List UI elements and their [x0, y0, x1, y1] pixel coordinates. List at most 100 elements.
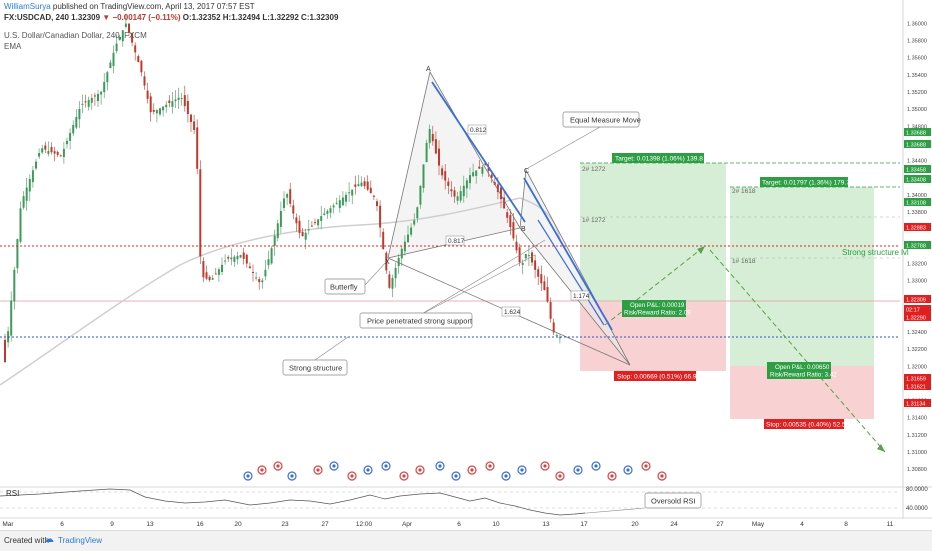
callout-butterfly-box[interactable]: [324, 278, 366, 295]
author-link[interactable]: WilliamSurya: [4, 2, 51, 11]
event-flag-dot: [543, 464, 547, 468]
y-tick-label: 1.33800: [907, 210, 927, 216]
candle-body: [165, 104, 168, 108]
event-flag-dot: [610, 474, 614, 478]
candle-body: [487, 167, 490, 171]
x-tick-label: 4: [800, 521, 804, 528]
candle-body: [224, 260, 227, 262]
candle-body: [363, 181, 366, 187]
candle-body: [465, 180, 468, 189]
ema-indicator-label[interactable]: EMA: [4, 42, 22, 51]
target-zone-2: [730, 187, 874, 366]
ratio-label-4: 1.174: [573, 293, 590, 300]
price-tag-label: 1.32788: [906, 244, 926, 250]
candle-body: [140, 60, 143, 73]
candle-body: [314, 222, 316, 224]
candle-body: [180, 98, 183, 100]
candle-body: [524, 254, 527, 259]
event-flag-dot: [332, 464, 336, 468]
x-tick-label: 17: [580, 521, 588, 528]
callout-equal-measure-box[interactable]: [562, 111, 640, 128]
candle-body: [345, 194, 347, 202]
pattern-label-b: B: [521, 226, 526, 233]
symbol-line: FX:USDCAD, 240 1.32309 ▼ −0.00147 (−0.11…: [4, 13, 338, 22]
candle-body: [289, 189, 292, 204]
tradingview-brand[interactable]: TradingView: [58, 536, 103, 545]
pnl-label-2: Open P&L: 0.00650: [775, 364, 830, 371]
candle-body: [186, 101, 189, 115]
candle-body: [428, 129, 431, 143]
blue-trend-line-1: [431, 81, 526, 223]
candle-body: [329, 208, 332, 213]
tradingview-logo-icon: ☁: [44, 534, 54, 545]
pnl-label-1: Open P&L: 0.00019: [630, 302, 685, 309]
callout-oversold-box[interactable]: [644, 492, 702, 509]
candle-body: [521, 262, 524, 265]
rr-label-2: Risk/Reward Ratio: 3.42: [770, 372, 837, 379]
target-label-1-box: [612, 153, 704, 163]
candle-body: [16, 239, 19, 269]
callout-strong-structure: Strong structure: [289, 364, 342, 373]
symbol-label[interactable]: FX:USDCAD, 240: [4, 13, 69, 22]
candle-body: [369, 187, 372, 194]
candle-body: [540, 274, 543, 284]
candle-body: [509, 215, 512, 228]
stop-label-2: Stop: 0.00535 (0.40%) 52.5: [766, 422, 846, 429]
event-flag-dot: [350, 474, 354, 478]
candle-body: [273, 235, 276, 246]
price-tag-box: [904, 295, 931, 303]
y-tick-label: 1.33000: [907, 279, 927, 285]
x-tick-label: 6: [457, 521, 461, 528]
candle-body: [292, 205, 295, 214]
rsi-label: RSI: [6, 489, 19, 498]
candle-body: [438, 148, 440, 166]
event-flag-dot: [260, 468, 264, 472]
chart-canvas[interactable]: 1.36000 1.35800 1.35600 1.35400 1.35200 1.350…: [0, 0, 932, 530]
publisher-line: WilliamSurya published on TradingView.co…: [4, 2, 255, 11]
price-tag-label: 1.32883: [906, 226, 926, 232]
candle-body: [25, 187, 28, 201]
blue-trend-line-2: [523, 177, 613, 331]
candle-body: [462, 185, 465, 197]
x-tick-label: May: [752, 521, 765, 528]
fib-label-2: 1# 1272: [582, 217, 606, 224]
candle-body: [205, 272, 208, 279]
x-tick-label: 6: [60, 521, 64, 528]
candle-body: [233, 256, 236, 262]
candle-body: [512, 222, 515, 239]
economic-events-row[interactable]: [243, 461, 667, 481]
x-tick-label: 8: [844, 521, 848, 528]
callout-strong-structure-box[interactable]: [282, 359, 348, 376]
publish-info: published on TradingView.com, April 13, …: [52, 2, 255, 11]
candle-body: [124, 23, 127, 27]
candle-body: [221, 264, 223, 273]
candle-body: [103, 81, 106, 93]
ohlc-values: O:1.32352 H:1.32494 L:1.32292 C:1.32309: [182, 13, 339, 22]
candle-body: [19, 208, 22, 242]
callout-penetrated-box[interactable]: [359, 312, 473, 329]
event-flag-dot: [644, 464, 648, 468]
candle-body: [28, 178, 31, 192]
candle-body: [323, 213, 326, 215]
x-tick-label: 13: [146, 521, 154, 528]
event-flag-dot: [316, 468, 320, 472]
candle-body: [90, 97, 93, 103]
stop-label-1-box: [614, 371, 696, 381]
fib-label-4: 1# 1618: [732, 258, 756, 265]
y-tick-label: 1.30800: [907, 467, 927, 473]
candle-body: [248, 266, 251, 269]
leader-butterfly: [364, 259, 389, 286]
chart-title: U.S. Dollar/Canadian Dollar, 240, FXCM: [4, 31, 147, 40]
candle-body: [453, 190, 456, 197]
candle-body: [394, 267, 397, 279]
price-tag-box: [904, 382, 931, 390]
candle-body: [400, 248, 403, 259]
event-flag-dot: [418, 468, 422, 472]
candle-body: [382, 231, 385, 249]
candle-body: [338, 200, 341, 208]
rsi-tick-80: 80.0000: [906, 487, 928, 493]
candle-body: [245, 254, 248, 264]
price-tag-box: [904, 374, 931, 382]
candle-body: [518, 247, 521, 263]
candle-body: [317, 219, 320, 226]
